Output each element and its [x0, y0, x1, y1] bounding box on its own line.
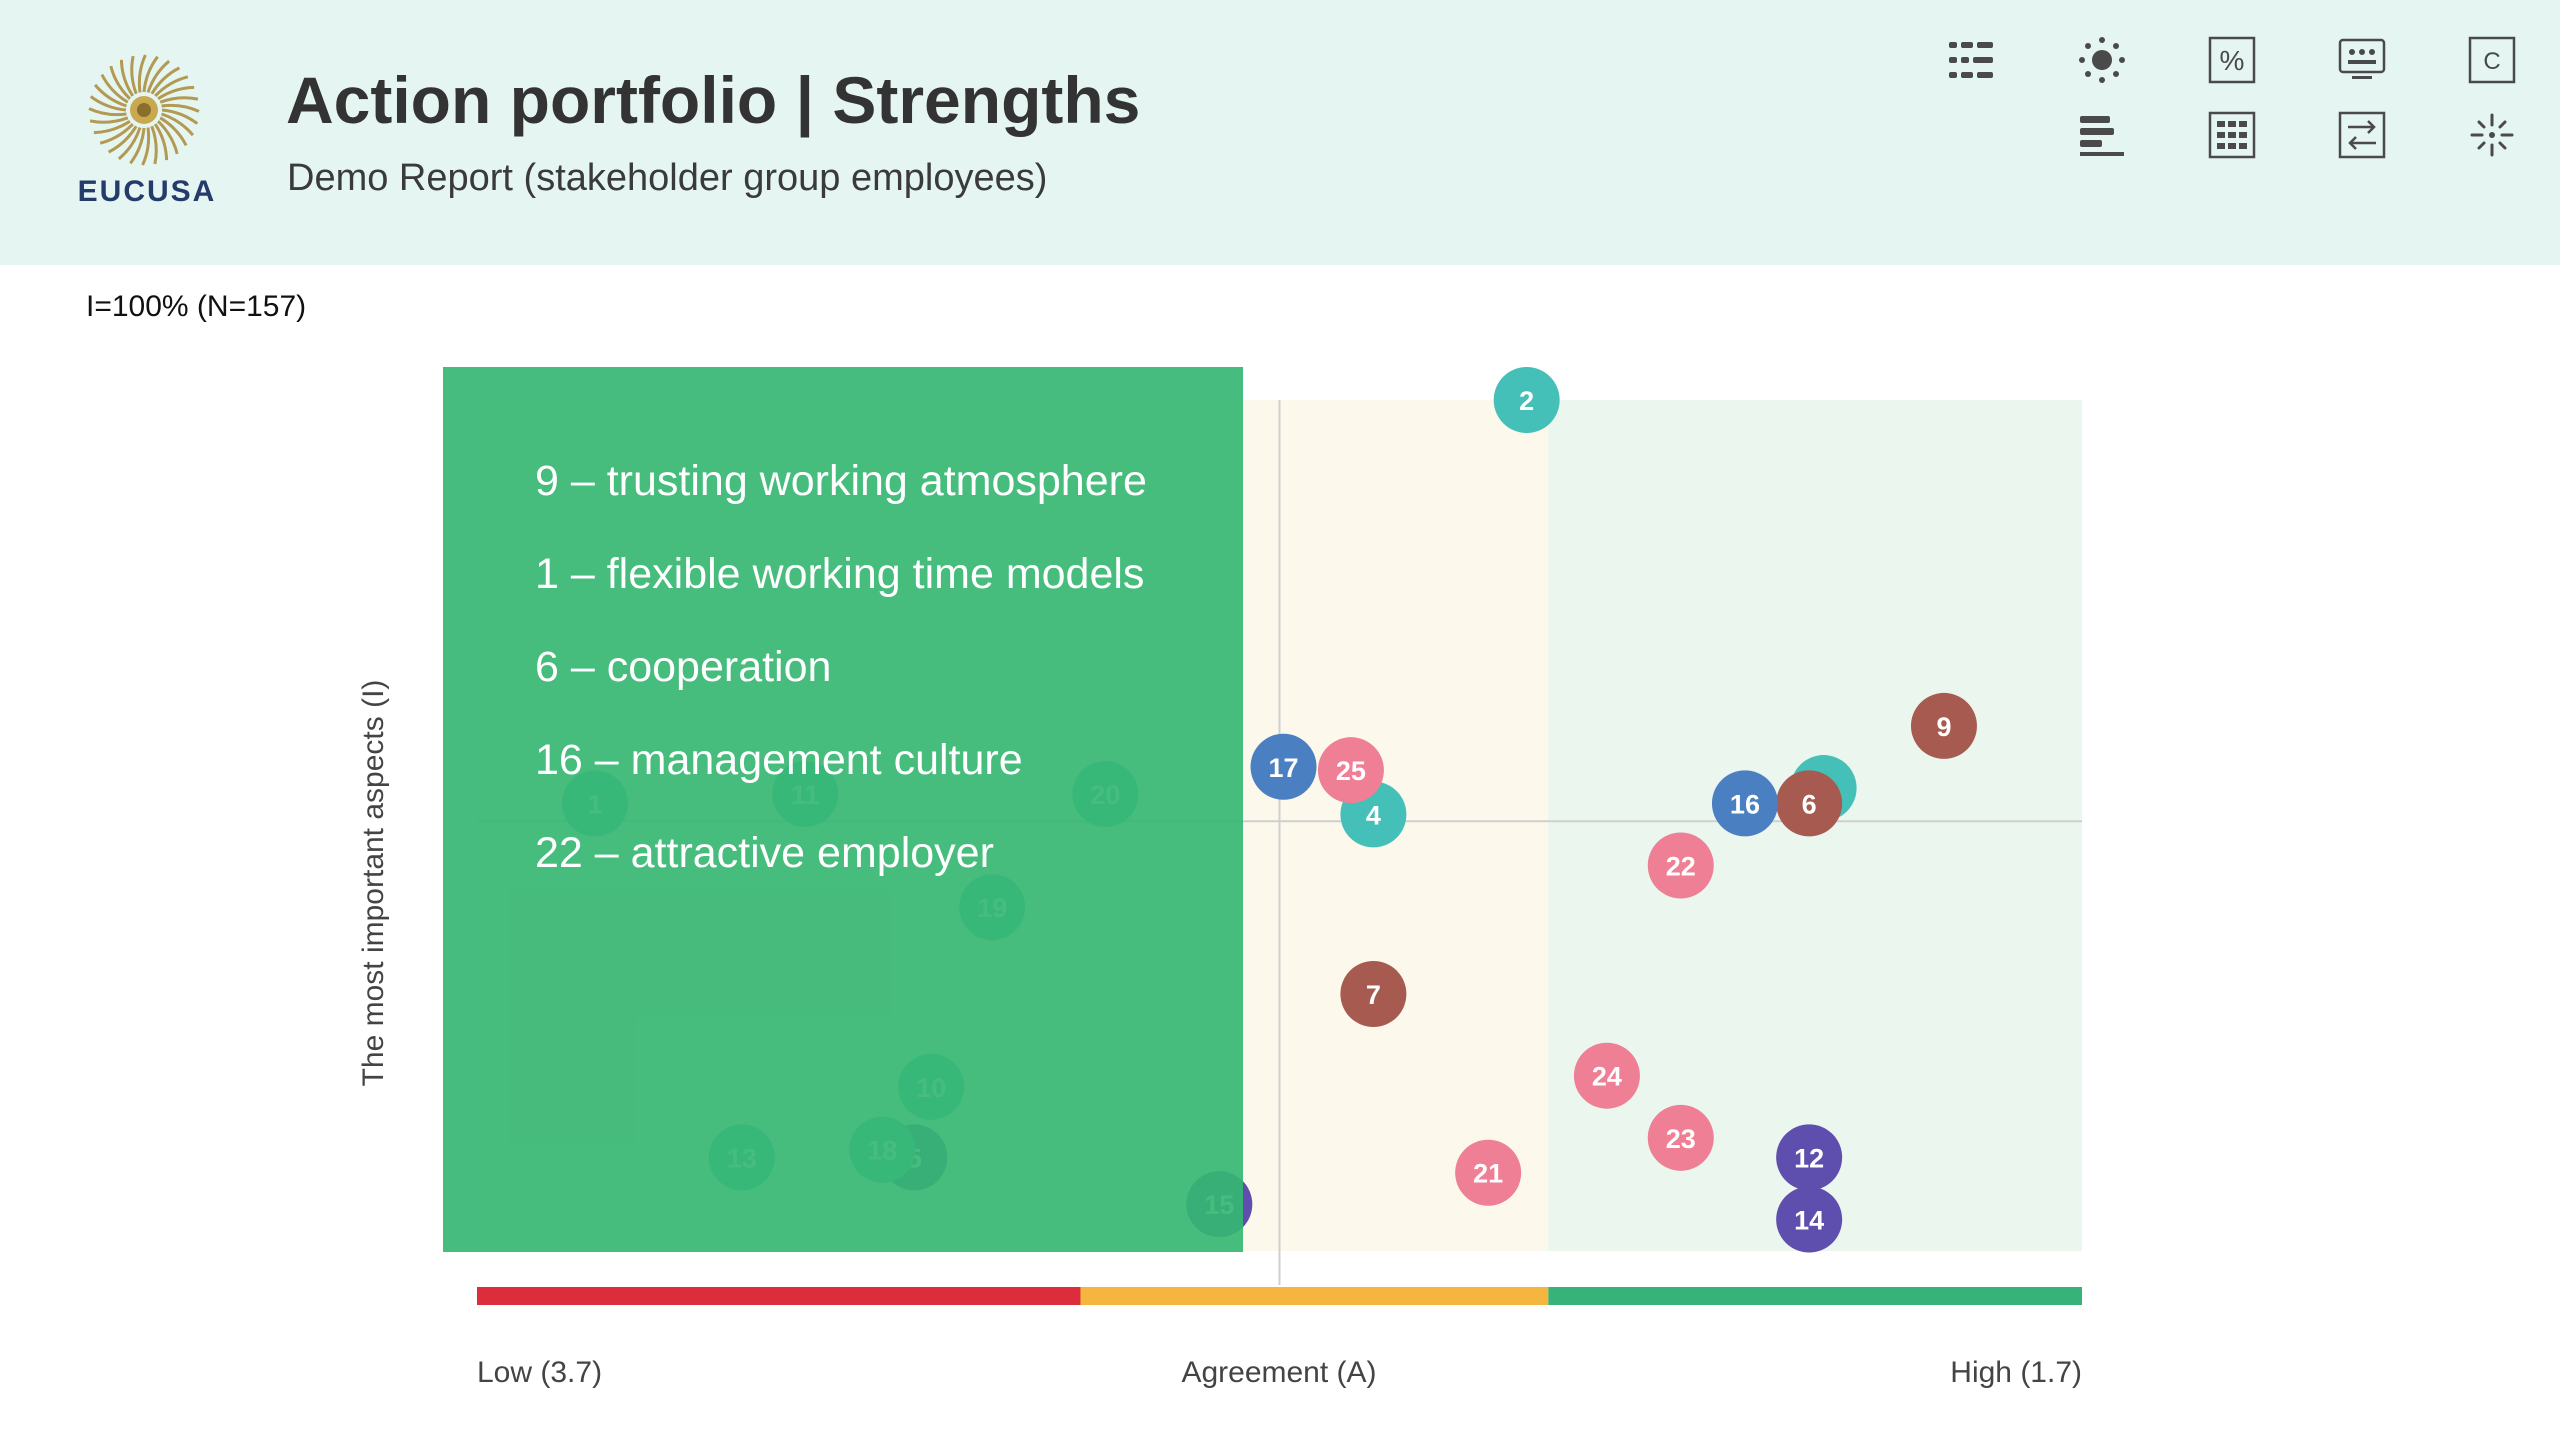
- data-point-16[interactable]: 16: [1711, 770, 1778, 837]
- data-point-circle: [1776, 1186, 1843, 1253]
- data-point-6[interactable]: 6: [1776, 770, 1843, 837]
- brightness-button[interactable]: [2077, 35, 2127, 85]
- highlight-item: 22 – attractive employer: [535, 829, 994, 877]
- data-point-circle: [1776, 1124, 1843, 1191]
- data-point-label: 12: [1794, 1143, 1824, 1173]
- data-point-9[interactable]: 9: [1910, 692, 1977, 759]
- x-tick-high: High (1.7): [1950, 1356, 2082, 1389]
- data-point-7[interactable]: 7: [1340, 960, 1407, 1027]
- data-point-2[interactable]: 2: [1493, 367, 1560, 433]
- data-point-14[interactable]: 14: [1776, 1186, 1843, 1253]
- data-point-label: 22: [1666, 851, 1696, 881]
- data-point-label: 25: [1336, 756, 1366, 786]
- svg-text:%: %: [2220, 45, 2245, 76]
- data-point-17[interactable]: 17: [1250, 733, 1317, 800]
- data-point-circle: [1250, 733, 1317, 800]
- swap-icon: [2338, 111, 2386, 159]
- brightness-icon: [2079, 37, 2125, 83]
- sample-size-info: I=100% (N=157): [86, 290, 307, 323]
- highlight-item: 9 – trusting working atmosphere: [535, 457, 1147, 505]
- data-point-circle: [1776, 770, 1843, 837]
- zone-bar-medium: [1080, 1287, 1549, 1305]
- svg-text:C: C: [2483, 48, 2500, 75]
- report-header: EUCUSA Action portfolio | Strengths Demo…: [0, 0, 2560, 265]
- zone-bar-high: [1548, 1287, 2082, 1305]
- x-tick-low: Low (3.7): [477, 1356, 602, 1389]
- brand-name: EUCUSA: [77, 175, 217, 208]
- data-point-21[interactable]: 21: [1455, 1139, 1522, 1206]
- list-icon: [1949, 42, 1993, 78]
- data-point-label: 4: [1366, 800, 1381, 830]
- data-point-circle: [1711, 770, 1778, 837]
- data-point-label: 2: [1519, 386, 1534, 416]
- data-point-label: 24: [1592, 1062, 1622, 1092]
- page-subtitle: Demo Report (stakeholder group employees…: [287, 157, 1048, 199]
- data-point-label: 6: [1802, 789, 1817, 819]
- c-button[interactable]: C: [2467, 35, 2517, 85]
- grid-button[interactable]: [2207, 110, 2257, 160]
- zone-bar-low: [477, 1287, 1081, 1305]
- data-point-circle: [1647, 1104, 1714, 1171]
- data-point-label: 16: [1730, 789, 1760, 819]
- data-point-23[interactable]: 23: [1647, 1104, 1714, 1171]
- data-point-12[interactable]: 12: [1776, 1124, 1843, 1191]
- highlight-item: 1 – flexible working time models: [535, 550, 1145, 598]
- sun-logo-icon: [88, 54, 200, 166]
- data-point-circle: [1317, 737, 1384, 804]
- strengths-highlight-panel: 9 – trusting working atmosphere 1 – flex…: [443, 367, 1243, 1252]
- data-point-circle: [1647, 832, 1714, 899]
- display-button[interactable]: [2337, 35, 2387, 85]
- y-axis-label: The most important aspects (I): [357, 680, 390, 1087]
- highlight-item: 16 – management culture: [535, 736, 1023, 784]
- data-point-circle: [1455, 1139, 1522, 1206]
- data-point-circle: [1910, 692, 1977, 759]
- grid-icon: [2208, 111, 2256, 159]
- bar-sort-icon: [2080, 116, 2124, 156]
- data-point-circle: [1340, 960, 1407, 1027]
- data-point-25[interactable]: 25: [1317, 737, 1384, 804]
- eucusa-logo[interactable]: EUCUSA: [62, 50, 232, 210]
- bar-sort-button[interactable]: [2077, 110, 2127, 160]
- percent-icon: %: [2208, 36, 2256, 84]
- page-title: Action portfolio | Strengths: [286, 63, 1141, 137]
- data-point-24[interactable]: 24: [1573, 1042, 1640, 1109]
- percent-button[interactable]: %: [2207, 35, 2257, 85]
- data-point-label: 17: [1268, 753, 1298, 783]
- data-point-22[interactable]: 22: [1647, 832, 1714, 899]
- spark-icon: [2470, 113, 2514, 157]
- data-point-circle: [1493, 367, 1560, 433]
- c-icon: C: [2468, 36, 2516, 84]
- highlight-item: 6 – cooperation: [535, 643, 832, 691]
- data-point-label: 23: [1666, 1124, 1696, 1154]
- data-point-label: 9: [1936, 712, 1951, 742]
- display-icon: [2338, 38, 2386, 79]
- data-point-label: 7: [1366, 980, 1381, 1010]
- x-axis-label: Agreement (A): [1181, 1356, 1376, 1389]
- list-view-button[interactable]: [1947, 35, 1997, 85]
- data-point-label: 21: [1473, 1159, 1503, 1189]
- spark-button[interactable]: [2467, 110, 2517, 160]
- data-point-label: 14: [1794, 1206, 1824, 1236]
- data-point-circle: [1573, 1042, 1640, 1109]
- swap-button[interactable]: [2337, 110, 2387, 160]
